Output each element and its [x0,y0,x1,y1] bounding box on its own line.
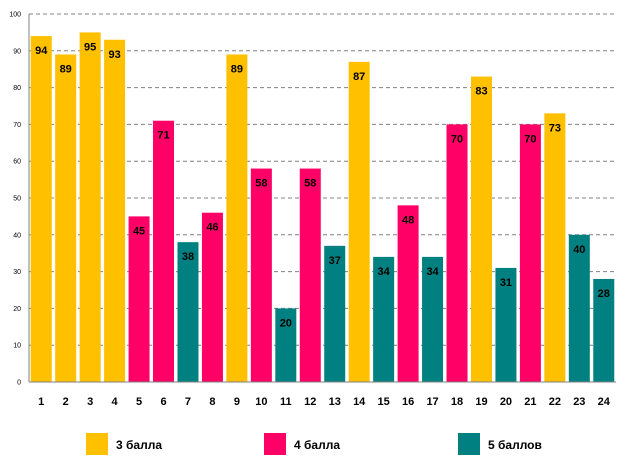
bar-7 [177,242,199,382]
data-label-1: 94 [35,45,48,57]
bar-13 [324,245,346,382]
bar-8 [201,212,223,382]
data-label-6: 71 [157,130,169,142]
bar-10 [250,168,272,382]
bar-18 [446,124,468,383]
data-label-19: 83 [475,86,487,98]
bar-6 [153,120,175,382]
y-tick-label: 30 [13,269,21,276]
x-tick-label-9: 9 [234,396,240,408]
x-tick-label-3: 3 [87,396,93,408]
data-label-4: 93 [108,49,120,61]
data-label-22: 73 [549,122,561,134]
y-tick-label: 80 [13,85,21,92]
y-tick-label: 70 [13,122,21,129]
bar-23 [568,234,590,382]
bar-17 [422,256,444,382]
legend-label-0: 3 балла [116,438,162,452]
legend-label-2: 5 баллов [488,438,542,452]
y-tick-label: 90 [13,48,21,55]
axes [28,14,616,383]
bar-9 [226,54,248,382]
bars [30,32,615,383]
bar-4 [104,39,126,382]
data-label-5: 45 [133,225,145,237]
x-tick-label-8: 8 [209,396,215,408]
x-tick-label-11: 11 [280,396,292,408]
x-tick-label-16: 16 [402,396,414,408]
bar-15 [373,256,395,382]
data-label-11: 20 [280,317,292,329]
data-label-3: 95 [84,41,96,53]
x-tick-label-13: 13 [329,396,341,408]
x-tick-label-20: 20 [500,396,512,408]
data-label-13: 37 [329,255,341,267]
y-axis-ticks: 0 10 20 30 40 50 60 70 80 90 100 [9,12,21,387]
bar-2 [55,54,77,382]
data-label-8: 46 [206,222,218,234]
y-tick-label: 100 [9,12,21,19]
x-tick-label-22: 22 [549,396,561,408]
bar-21 [519,124,541,383]
data-label-10: 58 [255,178,267,190]
bar-14 [348,61,370,383]
data-label-9: 89 [231,63,243,75]
data-label-20: 31 [500,277,512,289]
x-tick-label-21: 21 [524,396,536,408]
x-tick-label-14: 14 [353,396,366,408]
data-labels: 94 89 95 93 45 71 38 46 89 58 20 58 37 87 34 48 34 70 83 31… [35,41,610,329]
data-label-2: 89 [60,63,72,75]
legend-swatch-2 [458,433,480,455]
data-label-16: 48 [402,214,414,226]
data-label-23: 40 [573,244,585,256]
bar-5 [128,216,150,382]
x-tick-label-4: 4 [112,396,119,408]
y-tick-label: 0 [17,380,21,387]
x-tick-label-1: 1 [38,396,44,408]
data-label-17: 34 [426,266,439,278]
x-tick-label-2: 2 [63,396,69,408]
x-tick-label-5: 5 [136,396,142,408]
data-label-14: 87 [353,71,365,83]
y-tick-label: 60 [13,159,21,166]
x-tick-label-18: 18 [451,396,463,408]
data-label-7: 38 [182,251,194,263]
bar-1 [30,36,52,382]
x-tick-label-19: 19 [475,396,487,408]
data-label-15: 34 [378,266,391,278]
x-tick-label-10: 10 [255,396,267,408]
legend-label-1: 4 балла [294,438,340,452]
legend-swatch-1 [264,433,286,455]
data-label-18: 70 [451,133,463,145]
bar-16 [397,205,419,382]
data-label-21: 70 [524,133,536,145]
x-axis-ticks: 1 2 3 4 5 6 7 8 9 10 11 12 13 14 15 16 17 18 19 20 21 22 23 24 [38,396,611,408]
x-tick-label-15: 15 [378,396,390,408]
legend: 3 балла 4 балла 5 баллов [86,433,542,455]
data-label-12: 58 [304,178,316,190]
x-tick-label-17: 17 [426,396,438,408]
x-tick-label-6: 6 [160,396,166,408]
x-tick-label-7: 7 [185,396,191,408]
bar-22 [544,113,566,383]
y-tick-label: 10 [13,343,21,350]
legend-swatch-0 [86,433,108,455]
bar-3 [79,32,101,383]
y-tick-label: 20 [13,306,21,313]
bar-24 [593,278,615,382]
x-tick-label-23: 23 [573,396,585,408]
bar-12 [299,168,321,382]
bar-19 [470,76,492,382]
bar-20 [495,267,517,382]
y-tick-label: 40 [13,232,21,239]
data-label-24: 28 [598,288,610,300]
x-tick-label-24: 24 [598,396,611,408]
bar-11 [275,308,297,382]
y-tick-label: 50 [13,196,21,203]
x-tick-label-12: 12 [304,396,316,408]
